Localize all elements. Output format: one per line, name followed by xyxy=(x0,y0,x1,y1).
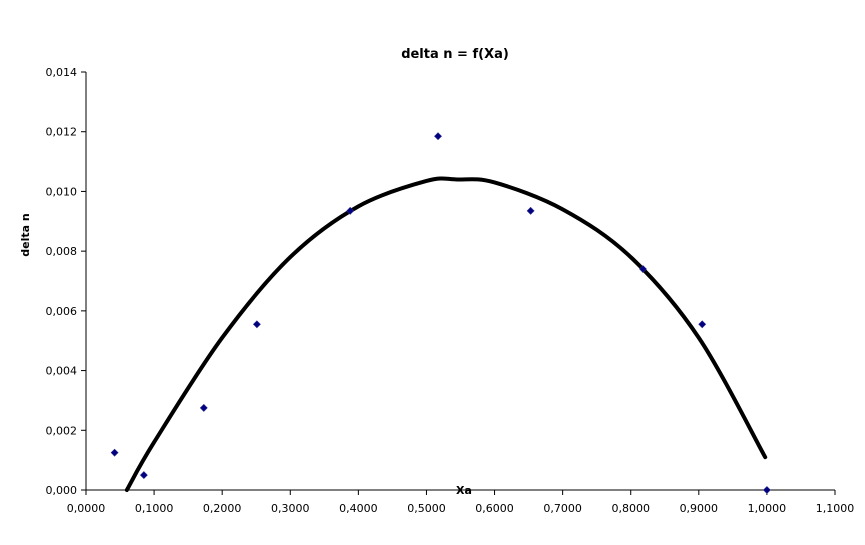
x-tick-label: 0,0000 xyxy=(67,502,106,515)
data-point xyxy=(698,320,707,329)
x-tick-label: 0,9000 xyxy=(680,502,719,515)
x-tick-label: 0,6000 xyxy=(475,502,514,515)
y-ticks: 0,000 0,002 0,004 0,006 0,008 0,010 0,012 0,014 xyxy=(46,66,86,497)
data-points xyxy=(110,132,771,494)
data-point xyxy=(139,471,148,479)
x-tick-label: 0,3000 xyxy=(271,502,310,515)
x-tick-label: 0,1000 xyxy=(135,502,174,515)
data-point xyxy=(762,486,771,494)
y-tick-label: 0,012 xyxy=(46,126,78,139)
y-tick-label: 0,004 xyxy=(46,365,78,378)
x-tick-label: 0,2000 xyxy=(203,502,242,515)
data-point xyxy=(434,132,442,141)
data-point xyxy=(346,206,355,215)
y-tick-label: 0,010 xyxy=(46,185,78,198)
x-ticks: 0,0000 0,1000 0,2000 0,3000 0,4000 0,5000 0,60… xyxy=(67,490,855,515)
y-axis-label: delta n xyxy=(19,213,32,256)
y-tick-label: 0,002 xyxy=(46,424,78,437)
x-tick-label: 0,5000 xyxy=(407,502,446,515)
y-tick-label: 0,008 xyxy=(46,245,78,258)
trendline xyxy=(124,176,768,492)
x-tick-label: 1,0000 xyxy=(748,502,787,515)
y-tick-label: 0,006 xyxy=(46,305,78,318)
y-tick-label: 0,000 xyxy=(46,484,78,497)
data-point xyxy=(639,265,647,273)
y-tick-label: 0,014 xyxy=(46,66,78,79)
x-tick-label: 0,4000 xyxy=(339,502,378,515)
x-tick-label: 1,1000 xyxy=(816,502,855,515)
x-tick-label: 0,8000 xyxy=(611,502,650,515)
data-point xyxy=(110,448,119,457)
data-point xyxy=(252,320,261,329)
x-tick-label: 0,7000 xyxy=(543,502,582,515)
chart-title: delta n = f(Xa) xyxy=(401,47,509,62)
data-point xyxy=(199,403,208,412)
data-point xyxy=(526,206,535,215)
